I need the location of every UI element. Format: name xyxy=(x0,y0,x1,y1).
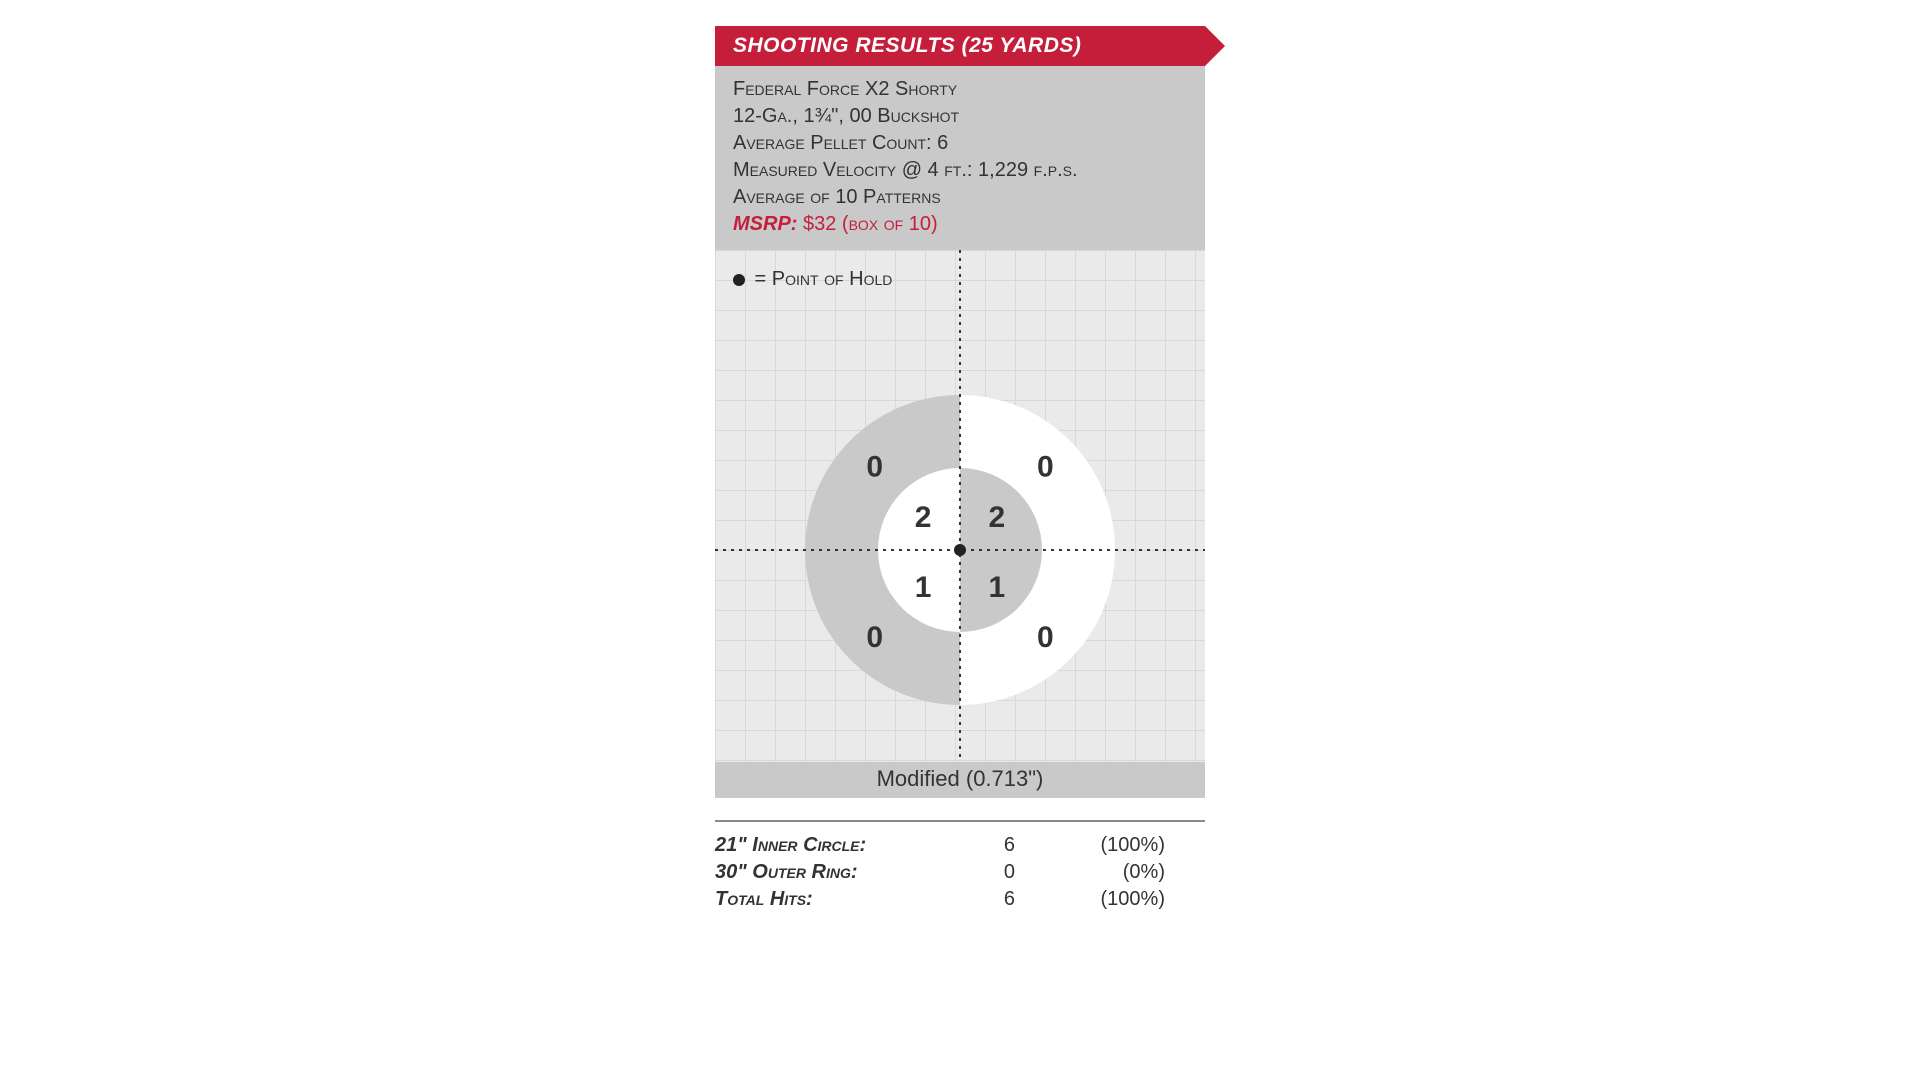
results-label: 21" Inner Circle: xyxy=(715,832,955,859)
svg-text:2: 2 xyxy=(915,501,932,534)
choke-label-bar: Modified (0.713") xyxy=(715,762,1205,798)
results-pct: (100%) xyxy=(1015,832,1205,859)
target-area: = Point of Hold 00002211 xyxy=(715,250,1205,762)
svg-text:0: 0 xyxy=(1037,621,1054,654)
svg-text:2: 2 xyxy=(989,501,1006,534)
results-count: 6 xyxy=(955,886,1015,913)
shooting-results-card: SHOOTING RESULTS (25 YARDS) Federal Forc… xyxy=(715,26,1205,913)
choke-label: Modified (0.713") xyxy=(877,766,1044,791)
spec-line-product: Federal Force X2 Shorty xyxy=(733,76,1187,103)
header-ribbon: SHOOTING RESULTS (25 YARDS) xyxy=(715,26,1205,66)
spec-line-patterns: Average of 10 Patterns xyxy=(733,184,1187,211)
results-count: 6 xyxy=(955,832,1015,859)
results-pct: (0%) xyxy=(1015,859,1205,886)
spec-line-velocity: Measured Velocity @ 4 ft.: 1,229 f.p.s. xyxy=(733,157,1187,184)
target-svg: 00002211 xyxy=(715,250,1205,762)
results-pct: (100%) xyxy=(1015,886,1205,913)
results-row: Total Hits:6(100%) xyxy=(715,886,1205,913)
results-label: 30" Outer Ring: xyxy=(715,859,955,886)
results-table: 21" Inner Circle:6(100%)30" Outer Ring:0… xyxy=(715,820,1205,913)
results-count: 0 xyxy=(955,859,1015,886)
header-title: SHOOTING RESULTS (25 YARDS) xyxy=(733,34,1081,58)
svg-text:0: 0 xyxy=(866,621,883,654)
spec-line-msrp: MSRP: $32 (box of 10) xyxy=(733,211,1187,238)
svg-text:1: 1 xyxy=(989,571,1006,604)
specs-block: Federal Force X2 Shorty 12-Ga., 1¾", 00 … xyxy=(715,66,1205,250)
svg-text:0: 0 xyxy=(1037,451,1054,484)
spec-line-gauge: 12-Ga., 1¾", 00 Buckshot xyxy=(733,103,1187,130)
spec-line-pellet: Average Pellet Count: 6 xyxy=(733,130,1187,157)
svg-text:0: 0 xyxy=(866,451,883,484)
results-label: Total Hits: xyxy=(715,886,955,913)
results-row: 30" Outer Ring:0(0%) xyxy=(715,859,1205,886)
msrp-label: MSRP: xyxy=(733,213,797,235)
msrp-value: $32 (box of 10) xyxy=(797,213,937,235)
results-row: 21" Inner Circle:6(100%) xyxy=(715,832,1205,859)
svg-text:1: 1 xyxy=(915,571,932,604)
